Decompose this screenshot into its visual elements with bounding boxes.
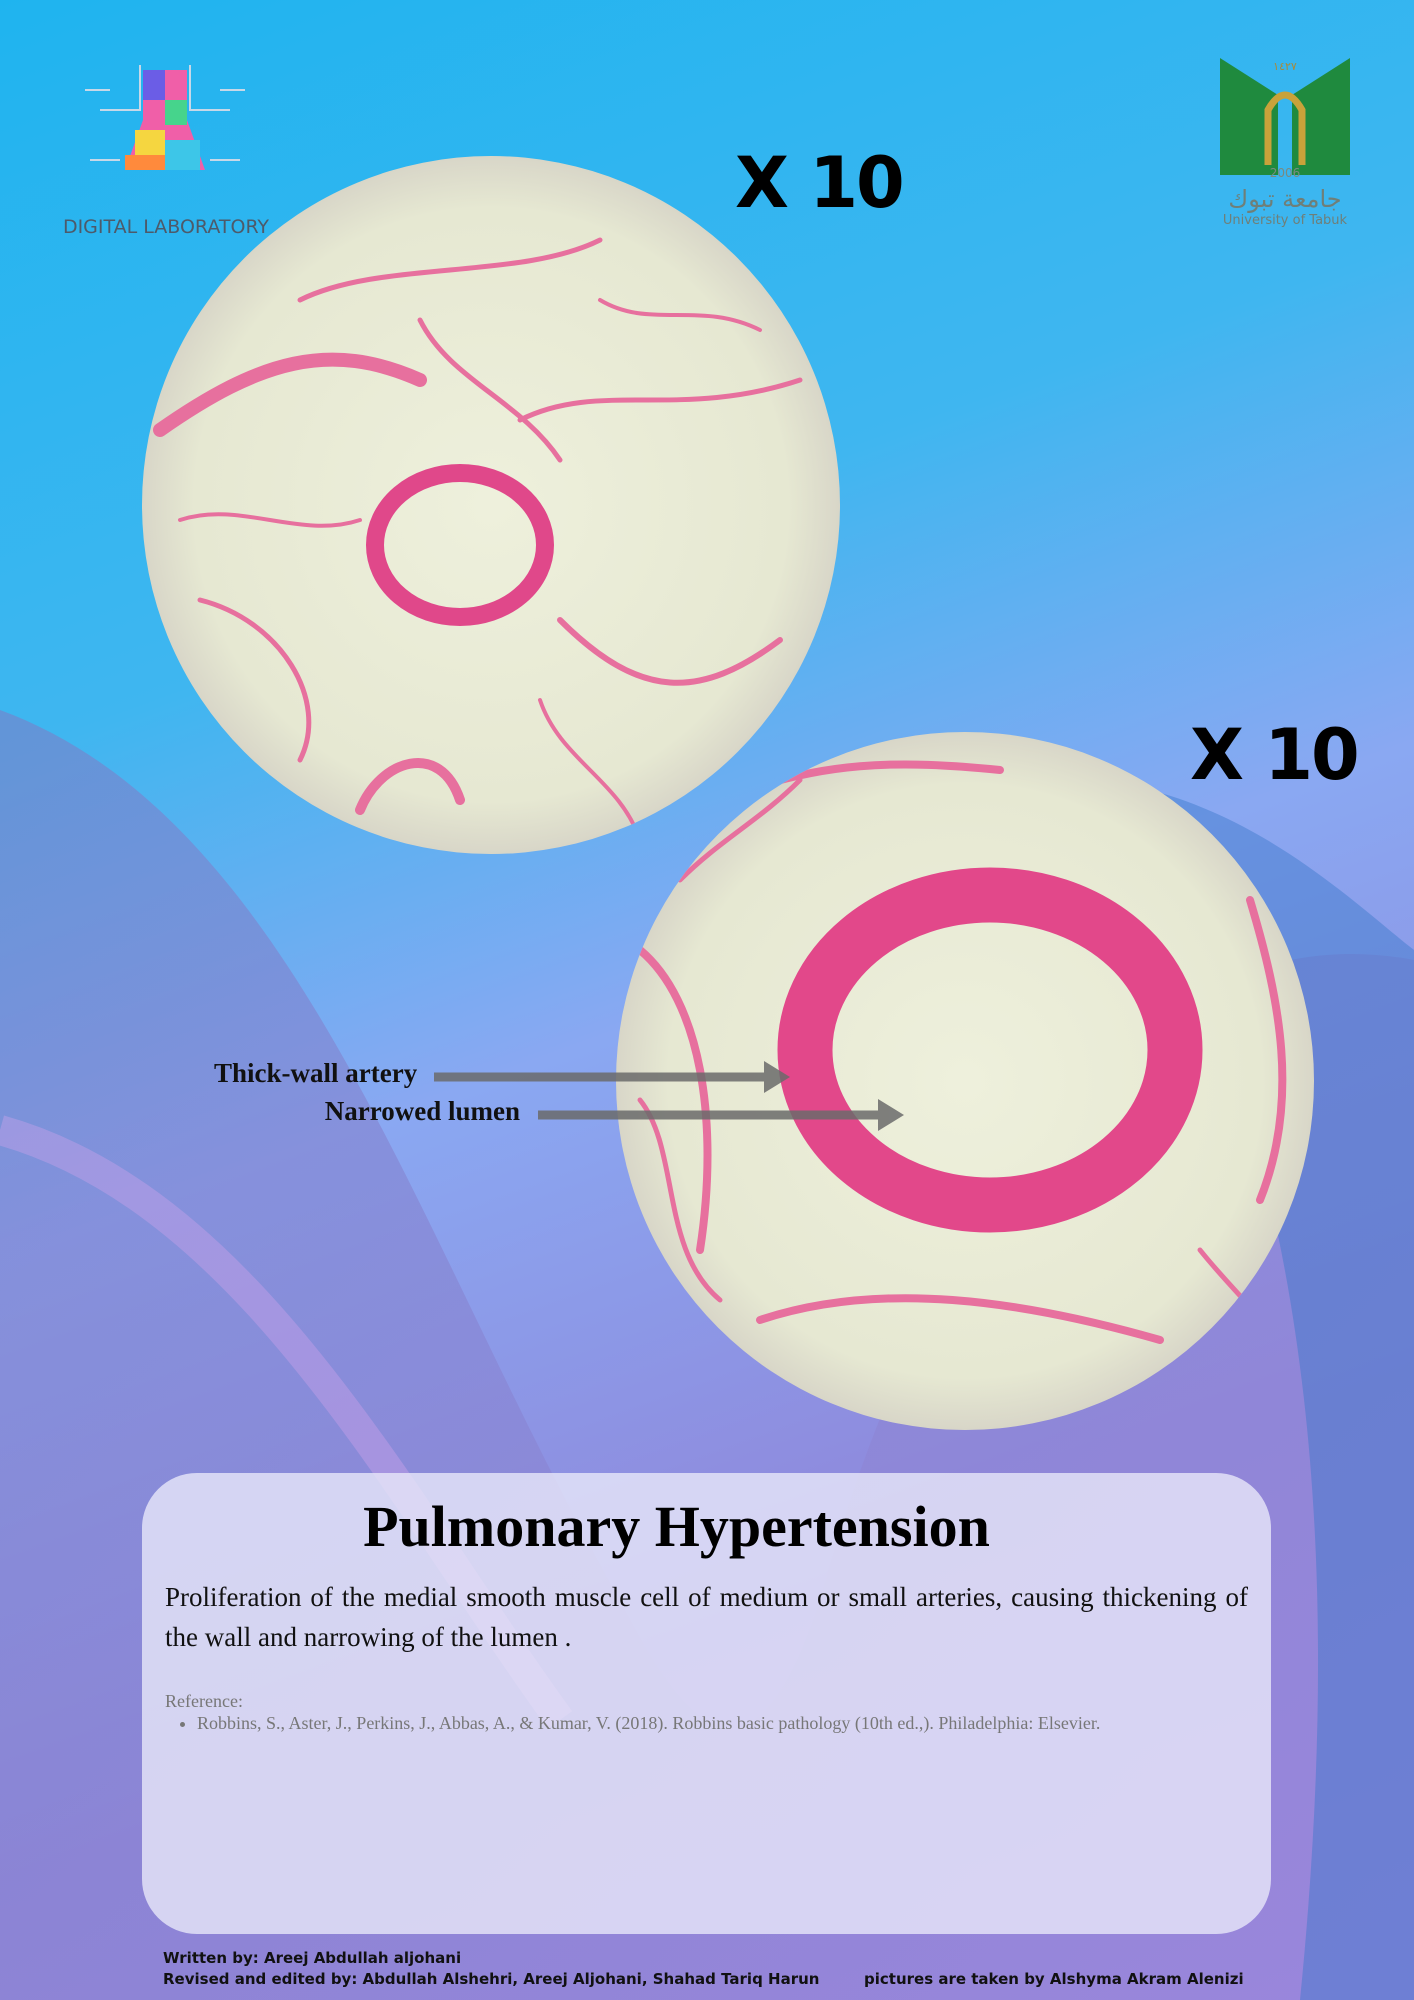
reference-heading: Reference: — [165, 1691, 243, 1711]
info-card: Pulmonary Hypertension Proliferation of … — [142, 1473, 1271, 1934]
reference-list: Robbins, S., Aster, J., Perkins, J., Abb… — [165, 1713, 1100, 1734]
lab-logo — [85, 65, 245, 170]
annotation-label: Narrowed lumen — [324, 1096, 520, 1126]
magnification-label: X 10 — [735, 142, 905, 224]
photo-credit: pictures are taken by Alshyma Akram Alen… — [864, 1970, 1244, 1988]
university-name-english: University of Tabuk — [1223, 213, 1348, 228]
author-credit: Written by: Areej Abdullah aljohani — [163, 1949, 462, 1967]
hijri-year: ١٤٢٧ — [1273, 60, 1297, 73]
description: Proliferation of the medial smooth muscl… — [165, 1582, 1248, 1652]
annotation-label: Thick-wall artery — [214, 1058, 418, 1088]
reference-item: Robbins, S., Aster, J., Perkins, J., Abb… — [197, 1713, 1100, 1734]
lab-logo-text: DIGITAL LABORATORY — [63, 216, 269, 238]
university-logo — [1220, 58, 1350, 175]
founding-year: 2006 — [1270, 166, 1301, 180]
title: Pulmonary Hypertension — [363, 1494, 990, 1559]
magnification-label: X 10 — [1190, 714, 1360, 796]
editor-credit: Revised and edited by: Abdullah Alshehri… — [163, 1970, 820, 1988]
university-name-arabic: جامعة تبوك — [1228, 185, 1341, 213]
